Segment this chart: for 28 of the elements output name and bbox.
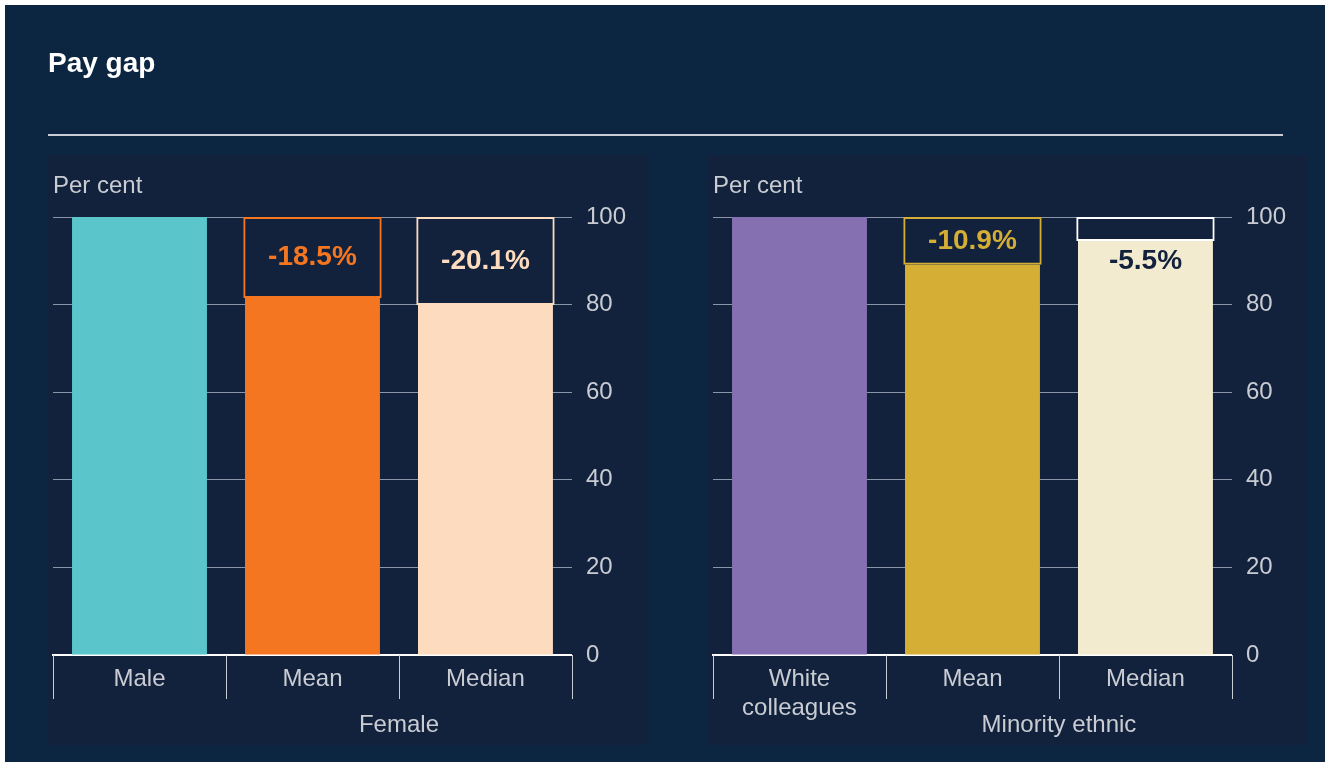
y-tick-label: 40 (1245, 464, 1273, 492)
chart-title: Pay gap (48, 47, 156, 79)
x-tick-label: Median (446, 664, 525, 692)
y-tick-label: 40 (585, 464, 613, 492)
bar (732, 217, 867, 655)
y-tick-label: 80 (585, 289, 613, 317)
y-axis-title: Per cent (713, 171, 803, 198)
y-tick-label: 0 (1245, 639, 1260, 667)
x-axis-title: Female (358, 710, 439, 737)
y-tick-label: 20 (1245, 552, 1273, 580)
y-tick-label: 60 (1245, 376, 1273, 404)
x-axis-title: Minority ethnic (981, 710, 1137, 737)
x-tick-label: Male (113, 664, 166, 692)
y-tick-label: 20 (585, 552, 613, 580)
x-tick-label: Mean (282, 664, 343, 692)
x-tick-label: Median (1106, 664, 1185, 692)
bar (72, 217, 207, 655)
x-tick-label: White colleagues (742, 664, 857, 720)
y-tick-label: 100 (1245, 201, 1286, 229)
data-label: -5.5% (1108, 243, 1183, 275)
bar (1078, 241, 1213, 655)
y-tick-label: 100 (585, 201, 626, 229)
data-label: -20.1% (441, 243, 530, 275)
x-tick-label: Mean (942, 664, 1003, 692)
y-tick-label: 60 (585, 376, 613, 404)
y-axis-title: Per cent (53, 171, 143, 198)
y-tick-label: 0 (585, 639, 600, 667)
y-tick-label: 80 (1245, 289, 1273, 317)
